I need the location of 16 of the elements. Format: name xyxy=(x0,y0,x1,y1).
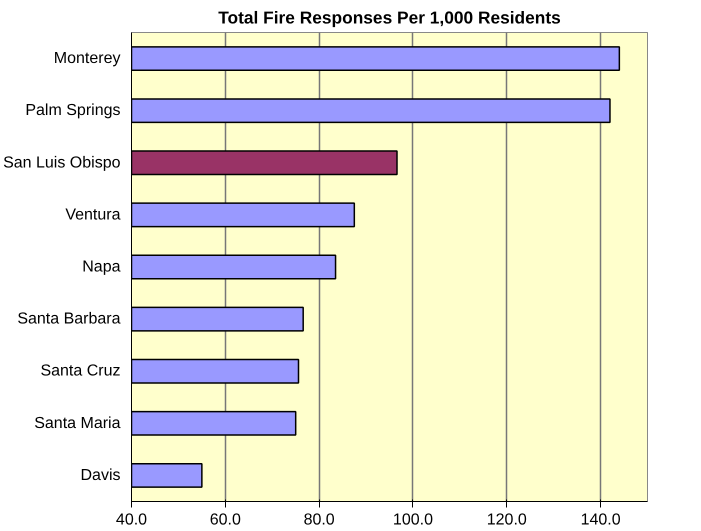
y-tick-label: Napa xyxy=(82,258,121,276)
chart-title: Total Fire Responses Per 1,000 Residents xyxy=(218,8,561,28)
x-tick-label: 100.0 xyxy=(392,512,434,528)
x-tick-label: 40.0 xyxy=(116,512,148,528)
y-tick-label: Santa Barbara xyxy=(17,310,121,328)
y-tick-label: Monterey xyxy=(54,50,121,68)
y-tick-label: San Luis Obispo xyxy=(3,154,121,172)
y-tick-label: Davis xyxy=(80,466,121,484)
y-tick-label: Santa Cruz xyxy=(40,362,121,380)
x-tick-label: 80.0 xyxy=(304,512,335,528)
y-tick-label: Santa Maria xyxy=(34,414,121,432)
x-tick-label: 140.0 xyxy=(580,512,621,528)
x-tick-label: 60.0 xyxy=(210,512,241,528)
y-tick-label: Ventura xyxy=(65,206,121,224)
x-tick-label: 120.0 xyxy=(486,512,527,528)
y-tick-label: Palm Springs xyxy=(25,102,121,120)
